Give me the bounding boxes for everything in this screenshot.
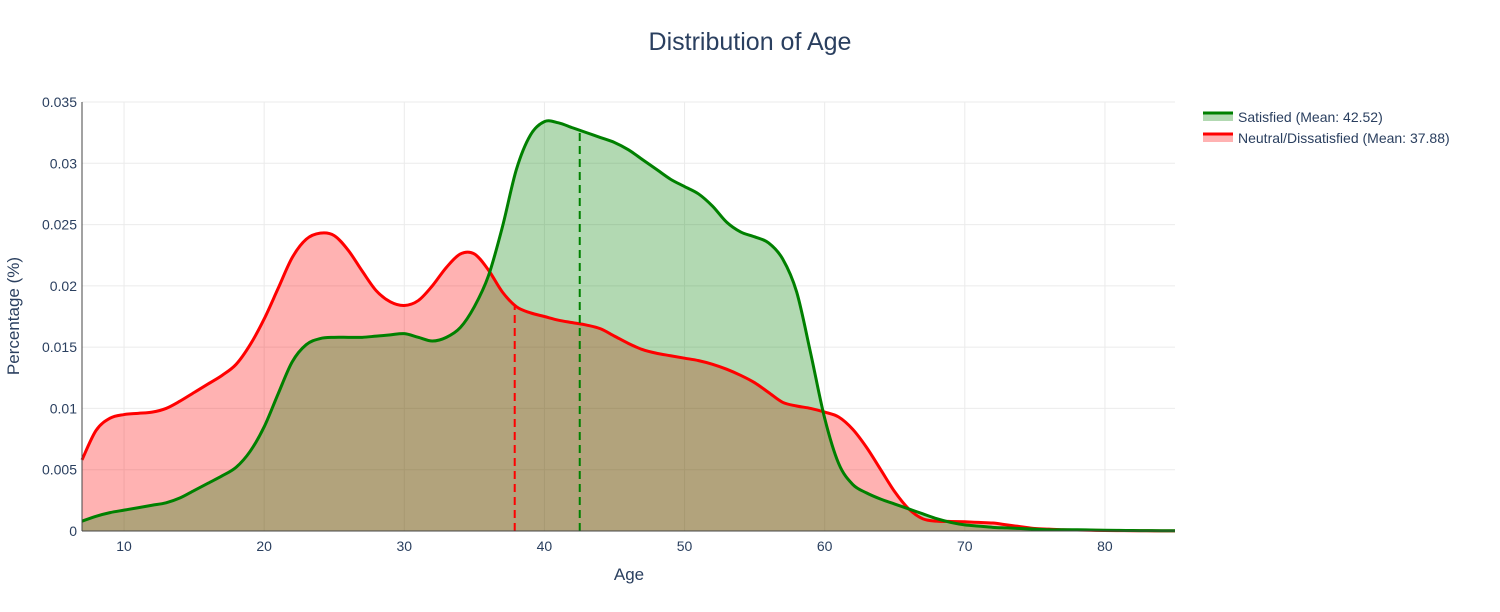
x-axis-ticks: 10 20 30 40 50 60 70 80: [116, 538, 1113, 554]
x-tick-label: 40: [537, 538, 553, 554]
density-areas: [82, 120, 1175, 531]
y-tick-label: 0.035: [42, 94, 77, 110]
y-tick-label: 0: [69, 523, 77, 539]
density-line-0: [81, 119, 1176, 533]
x-tick-label: 60: [817, 538, 833, 554]
density-line-1: [80, 231, 1176, 533]
y-tick-label: 0.02: [50, 278, 77, 294]
y-tick-label: 0.005: [42, 462, 77, 478]
y-tick-label: 0.03: [50, 155, 77, 171]
legend: Satisfied (Mean: 42.52) Neutral/Dissatisf…: [1203, 109, 1450, 146]
density-area-0: [82, 120, 1175, 531]
legend-swatch-fill-1: [1203, 134, 1233, 142]
x-tick-label: 80: [1097, 538, 1113, 554]
legend-swatch-fill-0: [1203, 113, 1233, 121]
x-axis-title: Age: [614, 565, 644, 584]
density-lines: [80, 119, 1176, 533]
x-tick-label: 20: [256, 538, 272, 554]
grid-lines: [82, 101, 1175, 531]
x-tick-label: 50: [677, 538, 693, 554]
x-tick-label: 70: [957, 538, 973, 554]
y-axis-title: Percentage (%): [4, 257, 23, 375]
y-tick-label: 0.025: [42, 217, 77, 233]
y-axis-ticks: 0 0.005 0.01 0.015 0.02 0.025 0.03 0.035: [42, 94, 77, 539]
x-tick-label: 10: [116, 538, 132, 554]
legend-label-1[interactable]: Neutral/Dissatisfied (Mean: 37.88): [1238, 130, 1450, 146]
y-tick-label: 0.015: [42, 339, 77, 355]
legend-label-0[interactable]: Satisfied (Mean: 42.52): [1238, 109, 1383, 125]
mean-lines: [513, 130, 581, 531]
chart-title: Distribution of Age: [649, 28, 852, 56]
density-area-1: [82, 232, 1175, 531]
y-tick-label: 0.01: [50, 400, 77, 416]
x-tick-label: 30: [397, 538, 413, 554]
